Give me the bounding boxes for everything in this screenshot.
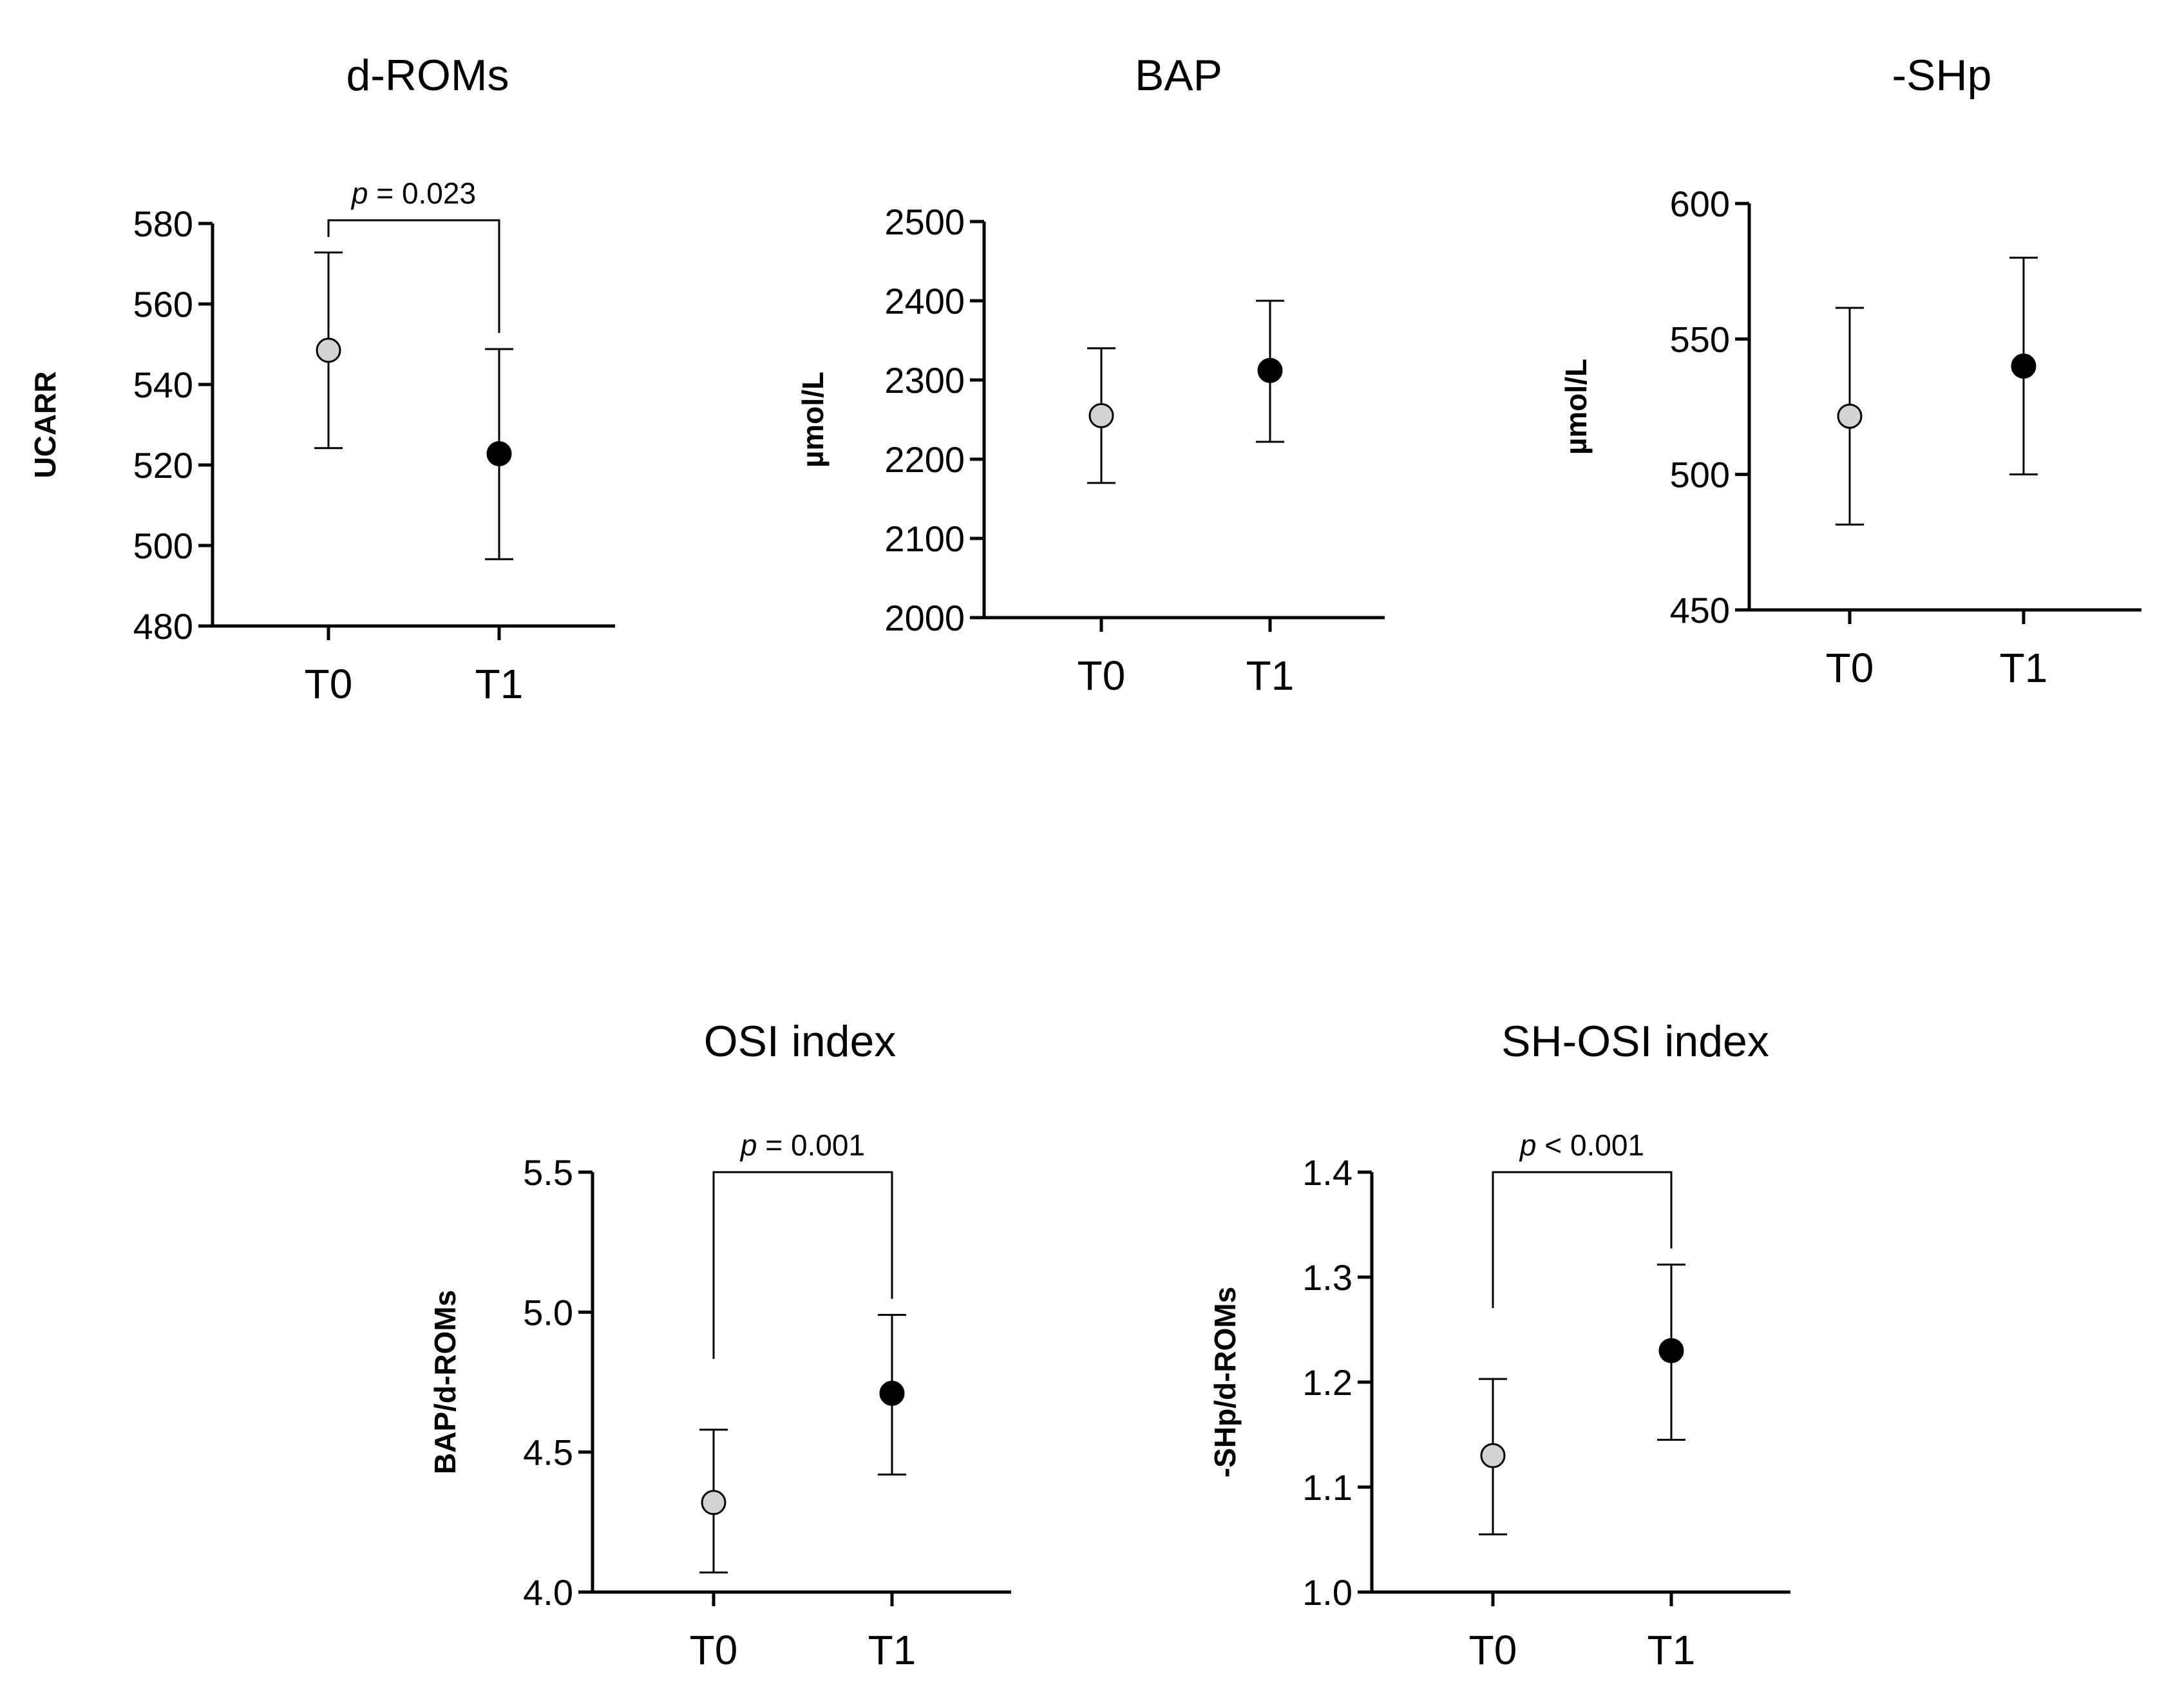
chart-panel-5: SH-OSI index -SHp/d-ROMs 1.0 1.1 1.2 1.3 1.4 T0… [1208,1017,1790,1673]
x-tick-label: T0 [690,1627,738,1673]
chart-panel-4: OSI index BAP/d-ROMs 4.0 4.5 5.0 5.5 T0 T1 p = 0… [428,1017,1011,1673]
y-tick-label: 450 [1670,590,1730,631]
data-point-t1 [879,1380,905,1406]
significance-bracket [712,1171,893,1359]
chart-panel-2: BAP µmol/L 2000 2100 2200 2300 2400 2500 T0 T1 [796,51,1385,699]
chart-title: SH-OSI index [1501,1017,1769,1066]
y-tick-label: 2000 [884,598,965,638]
y-tick-label: 580 [133,204,193,244]
y-tick-label: 1.1 [1302,1467,1352,1508]
data-point-t1 [486,441,512,466]
y-axis-label: -SHp/d-ROMs [1208,1287,1242,1477]
y-tick-label: 500 [1670,455,1730,495]
y-tick-label: 520 [133,445,193,486]
y-tick-label: 4.5 [523,1432,573,1473]
chart-title: d-ROMs [346,51,509,100]
x-tick-label: T1 [868,1627,916,1673]
data-point-t0 [1837,403,1863,429]
y-tick-label: 1.3 [1302,1257,1352,1298]
y-tick-label: 550 [1670,319,1730,359]
y-tick-label: 540 [133,365,193,405]
data-point-t0 [701,1490,726,1515]
chart-title: OSI index [704,1017,897,1066]
data-point-t1 [1658,1338,1684,1363]
data-point-t1 [2011,353,2036,379]
y-tick-label: 500 [133,526,193,566]
y-tick-label: 2500 [884,202,965,242]
y-tick-label: 1.0 [1302,1572,1352,1613]
significance-bracket [327,219,500,333]
y-tick-label: 1.2 [1302,1362,1352,1403]
y-tick-label: 480 [133,606,193,647]
y-tick-label: 2100 [884,518,965,559]
p-value-label: p = 0.023 [350,176,476,210]
y-tick-label: 1.4 [1302,1152,1352,1193]
y-tick-label: 600 [1670,184,1730,224]
y-axis-label: UCARR [28,371,62,478]
x-tick-label: T0 [1469,1627,1517,1673]
p-value-label: p = 0.001 [739,1128,865,1162]
x-tick-label: T0 [305,661,353,707]
data-point-t0 [316,337,341,363]
p-value-label: p < 0.001 [1519,1128,1644,1162]
x-tick-label: T0 [1077,652,1126,699]
x-tick-label: T1 [1246,652,1295,699]
data-point-t1 [1257,357,1283,383]
y-tick-label: 5.5 [523,1152,573,1193]
chart-panel-1: d-ROMs UCARR 480 500 520 540 560 580 T0 T1 p = 0.0… [28,51,615,707]
data-point-t0 [1088,403,1114,428]
x-tick-label: T1 [1647,1627,1696,1673]
chart-title: -SHp [1892,51,1992,100]
x-tick-label: T0 [1826,645,1874,691]
y-tick-label: 2400 [884,281,965,321]
y-tick-label: 4.0 [523,1572,573,1613]
y-tick-label: 5.0 [523,1292,573,1333]
y-tick-label: 2300 [884,360,965,401]
y-axis-label: µmol/L [1559,359,1593,455]
y-axis-label: BAP/d-ROMs [428,1290,462,1474]
data-point-t0 [1480,1443,1506,1468]
chart-title: BAP [1135,51,1222,100]
y-tick-label: 560 [133,284,193,325]
chart-panel-3: -SHp µmol/L 450 500 550 600 T0 T1 [1559,51,2141,691]
x-tick-label: T1 [475,661,524,707]
significance-bracket [1492,1171,1673,1309]
y-axis-label: µmol/L [796,372,830,468]
x-tick-label: T1 [2000,645,2048,691]
y-tick-label: 2200 [884,439,965,480]
